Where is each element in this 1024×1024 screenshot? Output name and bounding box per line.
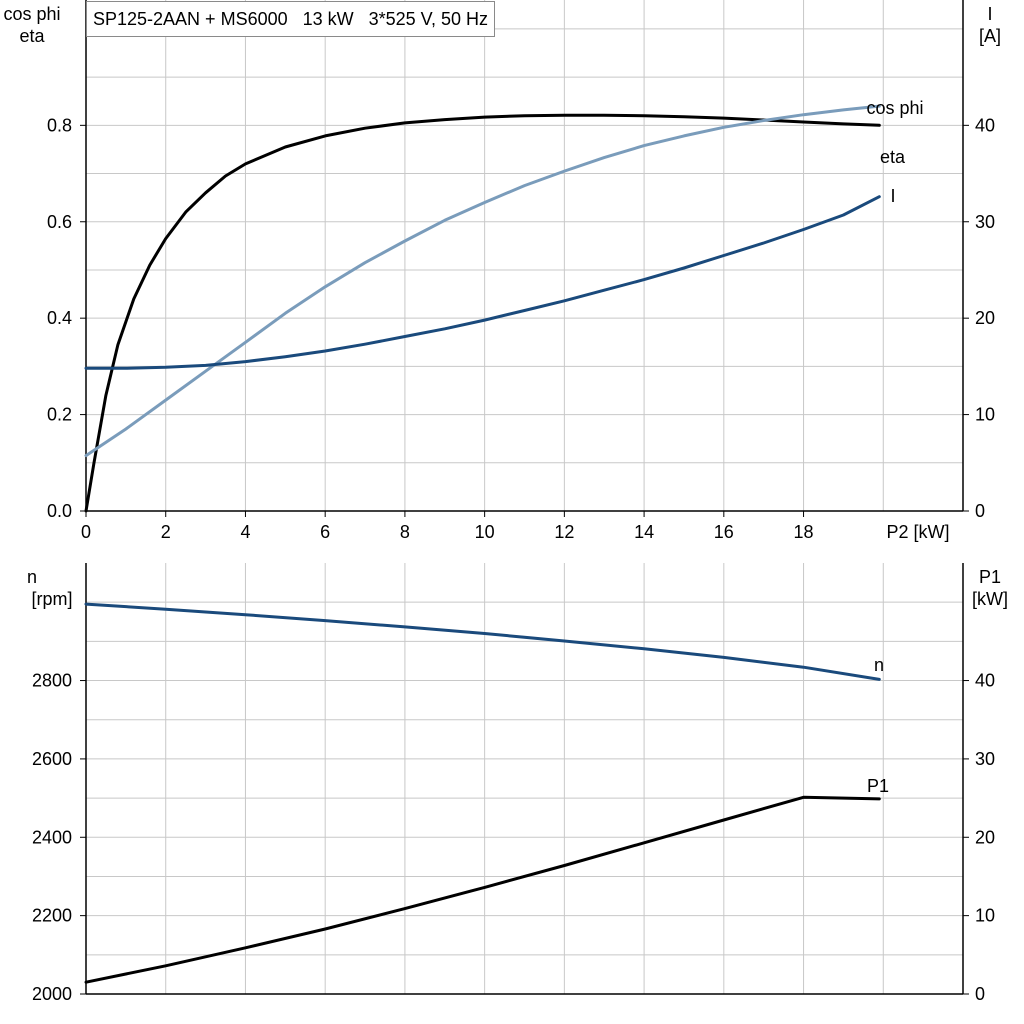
right-tick-label: 30	[975, 212, 995, 232]
labels-layer: 0.0 0.2 0.4 0.6 0.8 0 10 20 30 40 0 2 4 6 8 10 12 14 16 18 P…	[3, 4, 1008, 1004]
left-tick-label: 2000	[32, 984, 72, 1004]
x-tick-label: 2	[161, 522, 171, 542]
left-axis-label: eta	[19, 26, 45, 46]
right-axis-label: I	[987, 4, 992, 24]
right-tick-label: 20	[975, 308, 995, 328]
grid-layer	[86, 0, 963, 994]
x-tick-label: 0	[81, 522, 91, 542]
right-tick-label: 40	[975, 115, 995, 135]
right-tick-label: 10	[975, 906, 995, 926]
left-tick-label: 0.8	[47, 115, 72, 135]
right-tick-label: 20	[975, 827, 995, 847]
x-tick-label: 14	[634, 522, 654, 542]
left-tick-label: 0.4	[47, 308, 72, 328]
x-axis-label: P2 [kW]	[886, 522, 949, 542]
left-axis-label: n	[27, 567, 37, 587]
series-line-cos-phi	[84, 104, 881, 458]
x-tick-label: 18	[794, 522, 814, 542]
x-tick-label: 6	[320, 522, 330, 542]
x-tick-label: 8	[400, 522, 410, 542]
x-tick-label: 4	[240, 522, 250, 542]
series-label-n: n	[874, 655, 884, 675]
right-tick-label: 40	[975, 671, 995, 691]
x-tick-label: 10	[475, 522, 495, 542]
left-tick-label: 0.0	[47, 501, 72, 521]
left-tick-label: 2800	[32, 671, 72, 691]
x-tick-label: 12	[554, 522, 574, 542]
left-tick-label: 0.6	[47, 212, 72, 232]
series-line-p1	[84, 795, 881, 984]
series-layer	[84, 104, 881, 984]
right-tick-label: 0	[975, 984, 985, 1004]
right-tick-label: 0	[975, 501, 985, 521]
axes-layer	[80, 0, 969, 995]
series-label-i: I	[890, 186, 895, 206]
right-axis-label: P1	[979, 567, 1001, 587]
left-tick-label: 2600	[32, 749, 72, 769]
left-tick-label: 2200	[32, 906, 72, 926]
chart-title: SP125-2AAN + MS6000 13 kW 3*525 V, 50 Hz	[86, 1, 496, 37]
series-line-eta	[84, 113, 881, 513]
series-line-n	[84, 602, 881, 681]
series-label-eta: eta	[880, 147, 906, 167]
left-axis-label: cos phi	[3, 4, 60, 24]
right-tick-label: 10	[975, 405, 995, 425]
x-tick-label: 16	[714, 522, 734, 542]
series-label-p1: P1	[867, 776, 889, 796]
series-line-i	[84, 195, 881, 370]
left-axis-label: [rpm]	[31, 589, 72, 609]
left-tick-label: 2400	[32, 827, 72, 847]
series-label-cos-phi: cos phi	[866, 98, 923, 118]
right-axis-label: [kW]	[972, 589, 1008, 609]
right-tick-label: 30	[975, 749, 995, 769]
right-axis-label: [A]	[979, 26, 1001, 46]
left-tick-label: 0.2	[47, 405, 72, 425]
